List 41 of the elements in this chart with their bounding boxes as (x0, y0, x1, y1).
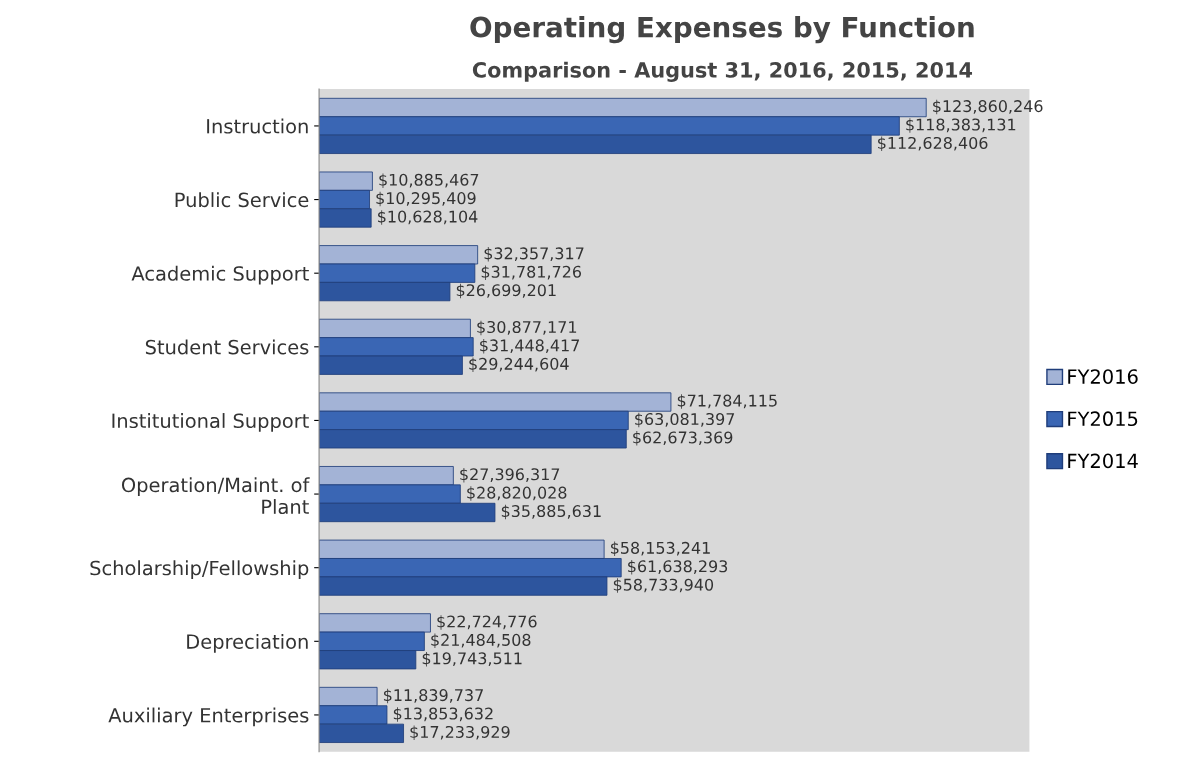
data-label: $21,484,508 (431, 633, 531, 649)
data-label: $10,885,467 (379, 173, 479, 188)
chart-subtitle: Comparison - August 31, 2016, 2015, 2014 (472, 61, 973, 82)
data-label: $29,244,604 (469, 357, 569, 372)
data-label: $63,081,397 (635, 412, 735, 428)
legend-label: FY2016 (1068, 369, 1138, 384)
data-label: $31,448,417 (480, 339, 580, 354)
y-tick-label: Operation/Maint. of Plant (121, 477, 310, 515)
y-tick-label: Instruction (207, 118, 308, 134)
data-label: $32,357,317 (484, 247, 584, 262)
legend-label: FY2015 (1068, 411, 1138, 427)
legend-label: FY2014 (1068, 453, 1138, 469)
data-label: $30,877,171 (477, 320, 577, 336)
data-label: $123,860,246 (933, 99, 1043, 115)
data-label: $13,853,632 (393, 707, 493, 722)
y-tick-label: Depreciation (187, 633, 308, 653)
data-label: $58,733,940 (613, 578, 714, 593)
data-label: $58,153,241 (611, 541, 710, 557)
data-label: $22,724,776 (437, 615, 537, 630)
data-label: $61,638,293 (628, 559, 728, 575)
y-tick-label: Scholarship/Fellowship (90, 560, 309, 580)
data-label: $27,396,317 (460, 467, 560, 483)
data-label: $28,820,028 (467, 486, 567, 501)
data-label: $35,885,631 (501, 504, 601, 520)
y-tick-label: Auxiliary Enterprises (108, 707, 309, 727)
data-label: $10,628,104 (378, 210, 478, 225)
data-label: $11,839,737 (383, 688, 483, 704)
y-tick-label: Institutional Support (112, 413, 309, 432)
y-tick-label: Public Service (175, 192, 309, 208)
data-label: $118,383,131 (906, 118, 1016, 133)
data-label: $19,743,511 (422, 651, 522, 667)
data-label: $31,781,726 (481, 265, 582, 280)
data-label: $62,673,369 (633, 431, 733, 446)
y-tick-label: Academic Support (131, 265, 309, 285)
chart-title: Operating Expenses by Function (470, 16, 974, 44)
data-label: $26,699,201 (456, 283, 556, 299)
data-label: $17,233,929 (410, 725, 510, 741)
data-label: $71,784,115 (677, 394, 777, 409)
y-tick-label: Student Services (145, 339, 309, 355)
data-label: $112,628,406 (878, 136, 988, 152)
data-label: $10,295,409 (376, 191, 476, 207)
